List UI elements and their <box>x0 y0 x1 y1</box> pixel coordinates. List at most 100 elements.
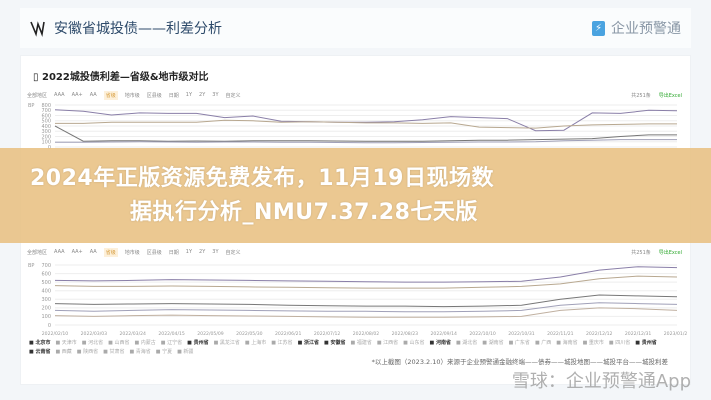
legend-item[interactable]: ■ 云南省 <box>29 349 51 355</box>
series-line <box>54 294 678 308</box>
legend-item[interactable]: ■ 贵州省 <box>187 340 209 346</box>
legend-item[interactable]: ■ 天津市 <box>55 340 77 346</box>
legend-item[interactable]: ■ 青海省 <box>129 349 151 355</box>
filter-option[interactable]: 地市级 <box>124 249 140 256</box>
filter-option[interactable]: 全部地区 <box>27 249 48 256</box>
y-tick-label: 0 <box>48 145 51 149</box>
legend-item[interactable]: ■ 河南省 <box>429 340 451 346</box>
brand-name: 企业预警通 <box>611 21 681 37</box>
filter-option[interactable]: 地市级 <box>124 92 140 99</box>
series-line <box>54 307 678 318</box>
legend-item[interactable]: ■ 安徽省 <box>324 340 346 346</box>
legend-item[interactable]: ■ 新疆 <box>177 349 194 355</box>
filter-option[interactable]: AA <box>89 249 97 255</box>
filter-option[interactable]: 区县级 <box>146 249 162 256</box>
series-line <box>54 266 678 283</box>
filter-option[interactable]: 日期 <box>168 249 179 256</box>
legend-item[interactable]: ■ 山东省 <box>403 340 425 346</box>
legend-item[interactable]: ■ 北京市 <box>29 340 51 346</box>
x-tick-label: 2022/07/12 <box>314 331 341 337</box>
brand: ⚡ 企业预警通 <box>592 18 681 38</box>
legend-item[interactable]: ■ 甘肃省 <box>103 349 125 355</box>
legend-item[interactable]: ■ 河北省 <box>81 340 104 346</box>
y-tick-label: 700 <box>41 108 51 114</box>
y-tick-label: 600 <box>41 113 51 119</box>
legend-item[interactable]: ■ 广西 <box>534 340 552 346</box>
y-tick-label: 500 <box>41 280 51 286</box>
y-tick-label: 200 <box>41 134 51 140</box>
x-tick-label: 2022/05/30 <box>236 331 263 337</box>
legend-item[interactable]: ■ 湖南省 <box>482 340 504 346</box>
filter-option[interactable]: 3Y <box>212 92 219 98</box>
filter-option[interactable]: AA <box>89 92 97 98</box>
legend-item[interactable]: ■ 贵州省 <box>635 340 657 346</box>
legend-item[interactable]: ■ 黑龙江省 <box>213 340 240 346</box>
filter-option[interactable]: 1Y <box>185 249 193 255</box>
result-count: 共251条 <box>631 249 651 256</box>
x-tick-label: 2022/06/21 <box>275 331 302 337</box>
filter-option[interactable]: 2Y <box>199 92 206 98</box>
filter-option[interactable]: 日期 <box>168 92 179 99</box>
filter-option[interactable]: 2Y <box>199 249 206 255</box>
filter-option[interactable]: 自定义 <box>225 92 241 99</box>
legend-item[interactable]: ■ 重庆市 <box>582 340 604 346</box>
footnote: *以上截图（2023.2.10）来源于企业预警通金融终端——债券——城投地图——… <box>371 358 668 366</box>
filter-option[interactable]: 全部地区 <box>27 92 48 99</box>
legend-item[interactable]: ■ 浙江省 <box>297 340 320 346</box>
x-tick-label: 2022/03/03 <box>81 331 108 337</box>
y-tick-label: 400 <box>41 124 51 130</box>
legend-item[interactable]: ■ 山西省 <box>108 340 130 346</box>
legend-item[interactable]: ■ 广东省 <box>508 340 530 346</box>
legend-item[interactable]: ■ 陕西省 <box>76 349 99 355</box>
filter-option[interactable]: 自定义 <box>225 249 241 256</box>
filter-option[interactable]: 省级 <box>103 247 118 257</box>
watermark: 雪球：企业预警通App <box>511 371 691 392</box>
y-tick-label: 400 <box>41 289 51 295</box>
legend-item[interactable]: ■ 四川省 <box>608 340 631 346</box>
y-tick-label: 100 <box>41 314 51 320</box>
filter-option[interactable]: AAA <box>54 249 65 255</box>
y-tick-label: 800 <box>41 103 51 109</box>
series-line <box>55 139 677 144</box>
export-excel-button[interactable]: 导出Excel <box>658 92 682 99</box>
legend-item[interactable]: ■ 湖北省 <box>455 340 478 346</box>
legend-item[interactable]: ■ 福建省 <box>350 340 372 346</box>
bolt-icon: ⚡ <box>592 20 605 36</box>
y-tick-label: 500 <box>41 119 51 125</box>
filter-option[interactable]: 省级 <box>103 90 118 100</box>
filter-option[interactable]: AA+ <box>71 92 83 98</box>
x-tick-label: 2022/12/31 <box>625 331 652 337</box>
card-title-text: 2022城投债利差—省级&地市级对比 <box>41 72 209 83</box>
card-title: ▯ 2022城投债利差—省级&地市级对比 <box>33 72 209 83</box>
y-tick-label: 300 <box>41 297 51 303</box>
y-tick-label: 0 <box>48 323 51 329</box>
x-tick-label: 2022/10/10 <box>469 331 496 337</box>
x-tick-label: 2022/12/12 <box>586 331 613 337</box>
series-line <box>54 275 678 289</box>
headline-line-2: 据执行分析_NMU7.37.28七天版 <box>130 199 478 225</box>
filter-option[interactable]: AAA <box>54 92 65 98</box>
legend-item[interactable]: ■ 宁夏 <box>155 349 173 355</box>
filter-option[interactable]: 3Y <box>212 249 219 255</box>
x-tick-label: 2022/03/24 <box>120 331 147 337</box>
y-tick-label: 700 <box>41 263 51 269</box>
filter-option[interactable]: 1Y <box>185 92 193 98</box>
legend-item[interactable]: ■ 辽宁省 <box>160 340 183 346</box>
legend-item[interactable]: ■ 上海市 <box>244 340 267 346</box>
x-tick-label: 2022/02/10 <box>42 331 69 337</box>
result-count: 共251条 <box>631 92 651 99</box>
filter-option[interactable]: AA+ <box>71 249 83 255</box>
legend-item[interactable]: ■ 江苏省 <box>271 340 293 346</box>
series-line <box>54 302 678 313</box>
legend-item[interactable]: ■ 西藏 <box>55 349 72 355</box>
series-line <box>54 125 677 142</box>
legend-item[interactable]: ■ 江西省 <box>376 340 399 346</box>
legend-item[interactable]: ■ 海南省 <box>556 340 578 346</box>
export-excel-button[interactable]: 导出Excel <box>658 249 682 256</box>
y-axis-label: BP <box>28 103 34 109</box>
filter-option[interactable]: 区县级 <box>146 92 162 99</box>
series-line <box>55 119 677 129</box>
y-tick-label: 300 <box>41 129 51 135</box>
legend-item[interactable]: ■ 内蒙古 <box>134 340 156 346</box>
page-title: 安徽省城投债——利差分析 <box>54 21 222 37</box>
